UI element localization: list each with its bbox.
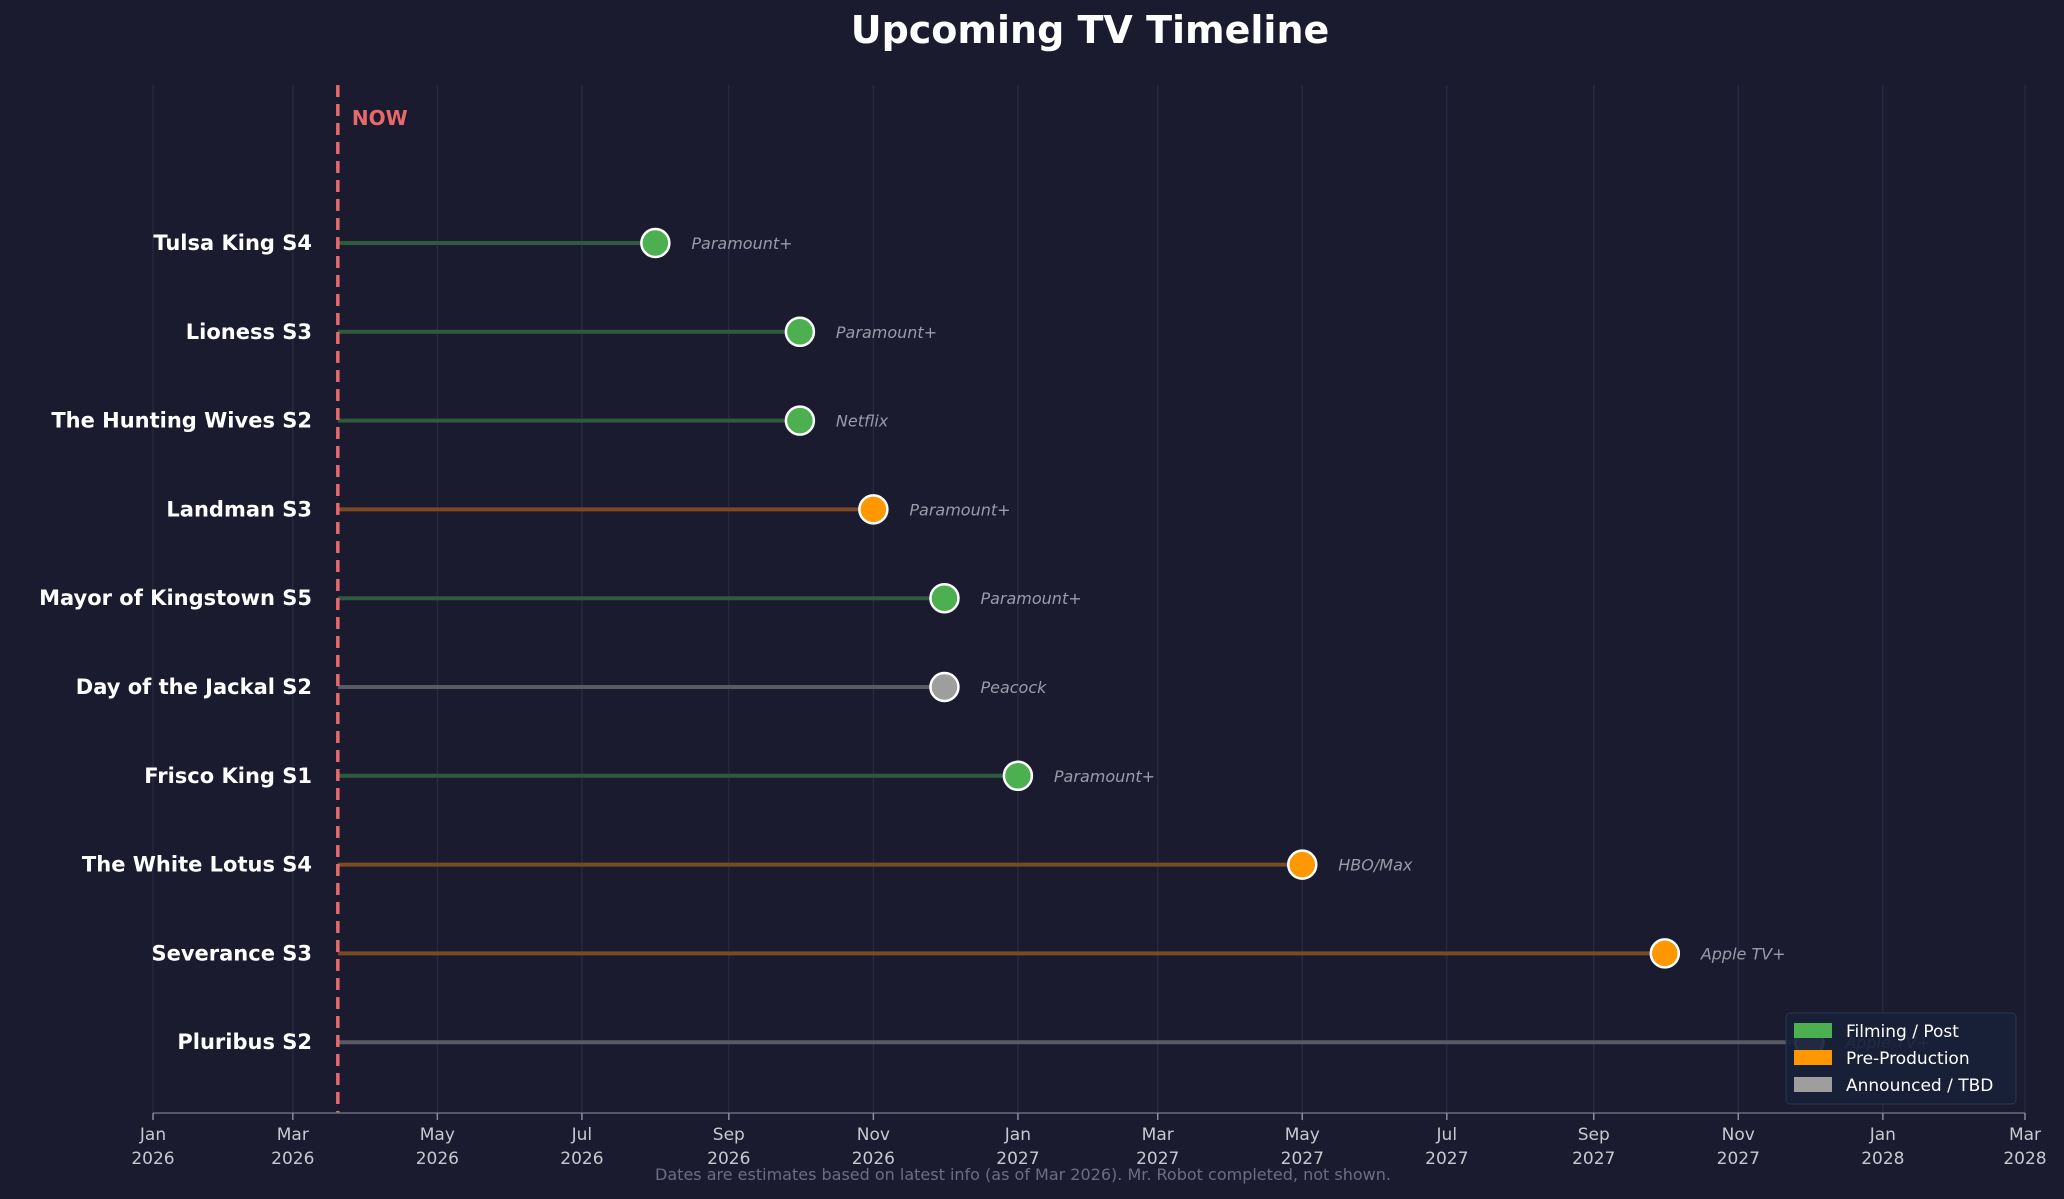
x-tick-label-month: Sep	[1578, 1125, 1610, 1145]
x-tick-label-month: Sep	[713, 1125, 745, 1145]
x-tick-label-month: Jul	[571, 1125, 593, 1145]
release-marker	[1287, 849, 1318, 880]
x-axis: Jan 2026 Mar 2026 May 2026 Jul 2026 Sep 2026 Nov 20…	[131, 1112, 2047, 1169]
now-marker: NOW	[336, 85, 408, 1113]
legend-swatch	[1794, 1077, 1832, 1092]
release-marker	[1649, 938, 1681, 969]
platform-label: HBO/Max	[1338, 856, 1413, 875]
x-tick-label-year: 2026	[131, 1149, 174, 1169]
x-tick-label-month: Mar	[277, 1125, 309, 1145]
show-row: Day of the Jackal S2 Peacock	[76, 671, 1047, 703]
platform-label: Paramount+	[836, 323, 937, 342]
x-tick-label-year: 2027	[1425, 1149, 1468, 1169]
show-name-label: Tulsa King S4	[153, 231, 312, 255]
x-tick-label-year: 2027	[1717, 1149, 1760, 1169]
release-marker	[784, 405, 816, 436]
legend-label: Filming / Post	[1846, 1022, 1959, 1042]
show-row: Landman S3 Paramount+	[166, 494, 1011, 525]
x-tick-label-year: 2027	[1281, 1149, 1324, 1169]
show-name-label: Lioness S3	[186, 320, 312, 344]
show-row: Pluribus S2Apple TV+	[177, 1026, 1930, 1058]
show-row: The White Lotus S4 HBO/Max	[82, 849, 1413, 880]
footnote: Dates are estimates based on latest info…	[655, 1165, 1391, 1184]
show-row: The Hunting Wives S2 Netflix	[51, 405, 889, 436]
release-marker	[784, 316, 816, 348]
legend-label: Announced / TBD	[1846, 1076, 1993, 1096]
show-name-label: Mayor of Kingstown S5	[39, 586, 312, 610]
release-marker	[858, 494, 889, 525]
chart-title: Upcoming TV Timeline	[851, 8, 1330, 52]
now-label: NOW	[352, 106, 408, 130]
show-name-label: Pluribus S2	[177, 1030, 312, 1054]
x-tick-label-month: Jan	[1004, 1125, 1031, 1145]
show-name-label: Day of the Jackal S2	[76, 675, 312, 699]
x-tick-label-year: 2027	[1136, 1149, 1179, 1169]
x-tick-label-year: 2027	[1572, 1149, 1615, 1169]
release-marker	[929, 671, 960, 703]
platform-label: Paramount+	[691, 234, 792, 253]
legend-swatch	[1794, 1023, 1832, 1038]
x-tick-label-month: Jul	[1436, 1125, 1458, 1145]
x-tick-label-year: 2026	[416, 1149, 459, 1169]
x-tick-label-year: 2026	[271, 1149, 314, 1169]
legend: Filming / Post Pre-Production Announced / …	[1785, 1012, 2017, 1105]
x-tick-label-month: Nov	[1722, 1125, 1755, 1145]
platform-label: Paramount+	[1054, 767, 1155, 786]
show-row: Severance S3 Apple TV+	[151, 938, 1786, 969]
x-tick-label-month: May	[420, 1125, 455, 1145]
platform-label: Apple TV+	[1700, 944, 1786, 963]
platform-label: Netflix	[836, 412, 889, 431]
show-name-label: Severance S3	[151, 941, 312, 965]
show-rows: Tulsa King S4 Paramount+ Lioness S3 Paramou…	[39, 227, 1930, 1058]
x-tick-label-month: Jan	[139, 1125, 166, 1145]
x-tick-label-month: Mar	[1142, 1125, 1174, 1145]
release-marker	[640, 227, 671, 259]
show-row: Lioness S3 Paramount+	[186, 316, 937, 348]
x-tick-label-month: Mar	[2009, 1125, 2041, 1145]
legend-box	[1785, 1012, 2017, 1105]
show-row: Tulsa King S4 Paramount+	[153, 227, 793, 259]
show-name-label: Frisco King S1	[144, 764, 312, 788]
legend-label: Pre-Production	[1846, 1049, 1970, 1069]
x-tick-label-month: Nov	[857, 1125, 890, 1145]
x-tick-label-year: 2027	[996, 1149, 1039, 1169]
platform-label: Peacock	[980, 678, 1047, 697]
x-tick-label-year: 2026	[560, 1149, 603, 1169]
x-tick-label-year: 2028	[2003, 1149, 2046, 1169]
x-tick-label-year: 2026	[852, 1149, 895, 1169]
release-marker	[929, 582, 960, 614]
x-tick-label-year: 2028	[1861, 1149, 1904, 1169]
x-tick-label-year: 2026	[707, 1149, 750, 1169]
show-name-label: The White Lotus S4	[82, 853, 312, 877]
x-tick-label-month: Jan	[1869, 1125, 1896, 1145]
legend-swatch	[1794, 1050, 1832, 1065]
release-marker	[1002, 760, 1034, 792]
x-tick-label-month: May	[1285, 1125, 1320, 1145]
platform-label: Paramount+	[909, 500, 1010, 519]
show-name-label: The Hunting Wives S2	[51, 409, 312, 433]
platform-label: Paramount+	[980, 589, 1081, 608]
show-row: Mayor of Kingstown S5 Paramount+	[39, 582, 1082, 614]
show-row: Frisco King S1 Paramount+	[144, 760, 1155, 792]
show-name-label: Landman S3	[166, 497, 312, 521]
